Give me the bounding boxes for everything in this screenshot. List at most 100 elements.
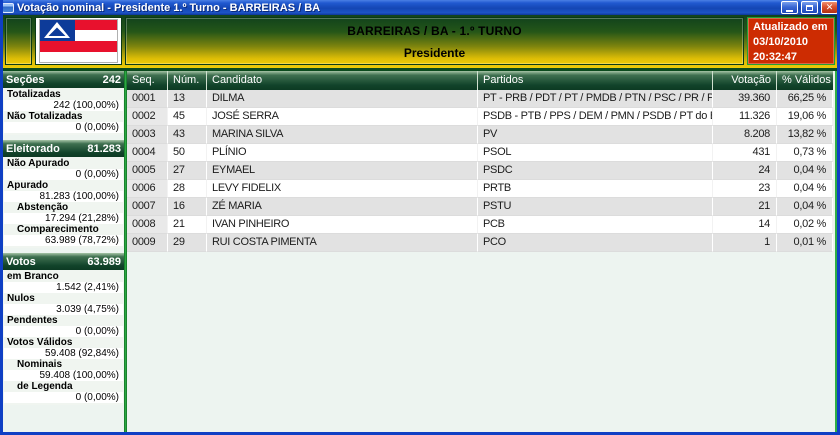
column-header-validos: % Válidos: [782, 74, 831, 86]
stat-label: Nulos: [7, 293, 35, 304]
cell-votacao: 1: [713, 234, 777, 252]
table-row[interactable]: 0007 16 ZÉ MARIA PSTU 21 0,04 %: [127, 198, 833, 216]
bahia-flag-icon: [39, 19, 118, 63]
column-header-partidos: Partidos: [478, 71, 713, 90]
stat-label: Nominais: [17, 359, 63, 370]
cell-candidato: RUI COSTA PIMENTA: [207, 234, 478, 252]
updated-label: Atualizado em: [753, 21, 828, 33]
cell-num: 29: [168, 234, 207, 252]
cell-candidato: MARINA SILVA: [207, 126, 478, 144]
table-row[interactable]: 0002 45 JOSÉ SERRA PSDB - PTB / PPS / DE…: [127, 108, 833, 126]
cell-votacao: 24: [713, 162, 777, 180]
close-button[interactable]: ✕: [821, 1, 838, 14]
cell-num: 43: [168, 126, 207, 144]
cell-seq: 0001: [127, 90, 168, 108]
cell-partidos: PRTB: [478, 180, 713, 198]
panel-title: Votos: [6, 255, 36, 268]
cell-candidato: EYMAEL: [207, 162, 478, 180]
updated-date: 03/10/2010: [753, 36, 809, 48]
banner-separator: [3, 68, 837, 71]
cell-validos: 0,01 %: [777, 234, 833, 252]
cell-partidos: PSDB - PTB / PPS / DEM / PMN / PSDB / PT…: [478, 108, 713, 126]
window-title: Votação nominal - Presidente 1.º Turno -…: [17, 1, 321, 14]
table-row[interactable]: 0009 29 RUI COSTA PIMENTA PCO 1 0,01 %: [127, 234, 833, 252]
results-table-body: 0001 13 DILMA PT - PRB / PDT / PT / PMDB…: [127, 90, 833, 252]
cell-candidato: PLÍNIO: [207, 144, 478, 162]
restore-icon: [806, 4, 813, 11]
stats-panel-header: Seções 242: [3, 71, 124, 88]
cell-candidato: IVAN PINHEIRO: [207, 216, 478, 234]
panel-total: 63.989: [87, 255, 121, 268]
cell-partidos: PSDC: [478, 162, 713, 180]
table-row[interactable]: 0001 13 DILMA PT - PRB / PDT / PT / PMDB…: [127, 90, 833, 108]
stat-label: Votos Válidos: [7, 337, 73, 348]
cell-partidos: PSTU: [478, 198, 713, 216]
cell-votacao: 21: [713, 198, 777, 216]
stat-label: em Branco: [7, 271, 59, 282]
cell-candidato: ZÉ MARIA: [207, 198, 478, 216]
cell-validos: 0,04 %: [777, 198, 833, 216]
election-title: BARREIRAS / BA - 1.º TURNO: [347, 24, 522, 38]
updated-time: 20:32:47: [753, 51, 798, 63]
cell-seq: 0005: [127, 162, 168, 180]
cell-num: 13: [168, 90, 207, 108]
cell-validos: 0,02 %: [777, 216, 833, 234]
stat-value: 81.283 (100,00%): [4, 191, 123, 202]
cell-validos: 19,06 %: [777, 108, 833, 126]
cell-validos: 66,25 %: [777, 90, 833, 108]
panel-total: 81.283: [87, 142, 121, 155]
cell-votacao: 8.208: [713, 126, 777, 144]
stat-value: 0 (0,00%): [4, 122, 123, 133]
results-table-header: Seq. Núm. Candidato Partidos Votação % V…: [127, 71, 833, 90]
cell-candidato: JOSÉ SERRA: [207, 108, 478, 126]
cell-votacao: 39.360: [713, 90, 777, 108]
stat-label: Não Apurado: [7, 158, 70, 169]
cell-seq: 0006: [127, 180, 168, 198]
cell-num: 21: [168, 216, 207, 234]
stat-value: 242 (100,00%): [4, 100, 123, 111]
panel-title: Eleitorado: [6, 142, 60, 155]
cell-votacao: 11.326: [713, 108, 777, 126]
cell-num: 50: [168, 144, 207, 162]
minimize-icon: [786, 9, 793, 12]
cell-partidos: PCB: [478, 216, 713, 234]
cell-votacao: 431: [713, 144, 777, 162]
cell-seq: 0007: [127, 198, 168, 216]
election-title-box: BARREIRAS / BA - 1.º TURNO Presidente: [125, 17, 744, 65]
table-row[interactable]: 0008 21 IVAN PINHEIRO PCB 14 0,02 %: [127, 216, 833, 234]
table-row[interactable]: 0004 50 PLÍNIO PSOL 431 0,73 %: [127, 144, 833, 162]
close-icon: ✕: [825, 2, 834, 12]
cell-seq: 0009: [127, 234, 168, 252]
cell-partidos: PV: [478, 126, 713, 144]
cell-seq: 0002: [127, 108, 168, 126]
stats-panel-votos: Votos 63.989 em Branco 1.542 (2,41%) Nulos…: [3, 253, 124, 405]
cell-seq: 0008: [127, 216, 168, 234]
panel-total: 242: [102, 73, 121, 86]
cell-candidato: LEVY FIDELIX: [207, 180, 478, 198]
cell-validos: 0,04 %: [777, 162, 833, 180]
office-title: Presidente: [403, 46, 466, 60]
cell-num: 45: [168, 108, 207, 126]
stats-panel-header: Eleitorado 81.283: [3, 140, 124, 157]
restore-button[interactable]: [801, 1, 818, 14]
cell-num: 27: [168, 162, 207, 180]
panel-title: Seções: [6, 73, 45, 86]
stat-value: 63.989 (78,72%): [4, 235, 123, 246]
stats-panel-header: Votos 63.989: [3, 253, 124, 270]
cell-seq: 0003: [127, 126, 168, 144]
sidebar-divider: [124, 71, 127, 435]
table-row[interactable]: 0006 28 LEVY FIDELIX PRTB 23 0,04 %: [127, 180, 833, 198]
titlebar[interactable]: Votação nominal - Presidente 1.º Turno -…: [0, 0, 840, 15]
results-table: Seq. Núm. Candidato Partidos Votação % V…: [127, 71, 833, 435]
cell-num: 28: [168, 180, 207, 198]
stats-panel-seções: Seções 242 Totalizadas 242 (100,00%) Não T…: [3, 71, 124, 135]
table-row[interactable]: 0005 27 EYMAEL PSDC 24 0,04 %: [127, 162, 833, 180]
column-header-num: Núm.: [168, 71, 207, 90]
minimize-button[interactable]: [781, 1, 798, 14]
stats-panel-body: em Branco 1.542 (2,41%) Nulos 3.039 (4,75%)…: [3, 270, 124, 405]
cell-votacao: 14: [713, 216, 777, 234]
stat-value: 59.408 (92,84%): [4, 348, 123, 359]
stats-panel-body: Não Apurado 0 (0,00%) Apurado 81.283 (100,0…: [3, 157, 124, 248]
table-row[interactable]: 0003 43 MARINA SILVA PV 8.208 13,82 %: [127, 126, 833, 144]
